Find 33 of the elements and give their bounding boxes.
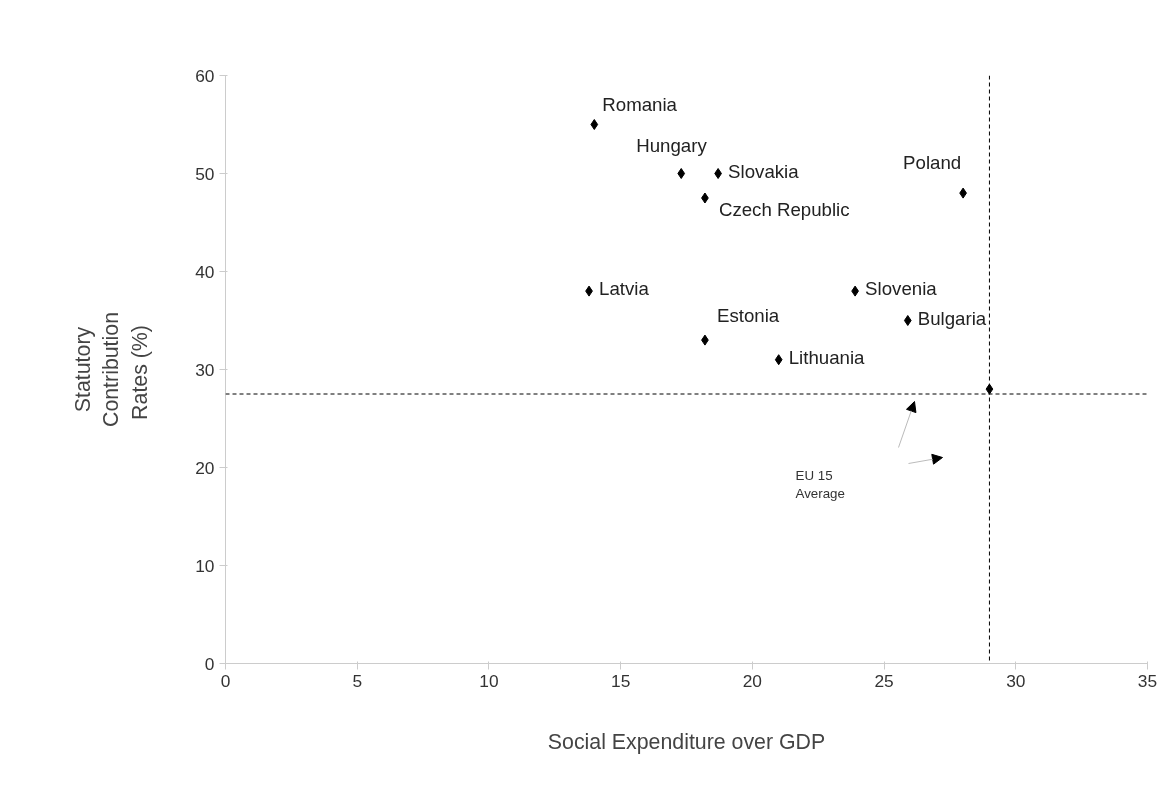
y-tick-label: 40 xyxy=(195,261,215,282)
x-tick-label: 25 xyxy=(874,670,894,691)
x-axis-title: Social Expenditure over GDP xyxy=(547,729,826,754)
point xyxy=(590,119,599,130)
y-tick-label: 50 xyxy=(195,163,215,184)
annotation: EU 15 Average xyxy=(795,467,845,501)
x-tick-label: 15 xyxy=(611,670,631,691)
annotation: Czech Republic xyxy=(718,199,850,220)
point xyxy=(903,315,912,326)
y-tick-label: 0 xyxy=(204,653,215,674)
x-tick-label: 0 xyxy=(220,670,231,691)
point xyxy=(774,354,783,366)
annotation: Latvia xyxy=(599,278,650,300)
y-axis-title: Statutory Contribution Rates (%) xyxy=(70,311,153,427)
y-tick-label: 30 xyxy=(195,359,215,380)
annotation: Romania xyxy=(602,93,678,115)
y-tick-label: 60 xyxy=(195,65,215,86)
x-tick-label: 10 xyxy=(479,670,499,691)
annotation: Slovakia xyxy=(728,160,800,182)
point xyxy=(714,168,722,179)
x-tick-label: 20 xyxy=(742,670,762,691)
annotation: Hungary xyxy=(636,134,708,156)
annotation: Estonia xyxy=(716,305,780,327)
x-tick-label: 5 xyxy=(352,670,363,691)
annotation: Slovenia xyxy=(865,278,938,300)
y-tick-label: 10 xyxy=(195,555,215,576)
annotation: Bulgaria xyxy=(917,307,987,329)
x-tick-label: 35 xyxy=(1137,670,1158,691)
x-tick-label: 30 xyxy=(1006,670,1026,691)
annotation: Lithuania xyxy=(788,346,866,368)
y-tick-label: 20 xyxy=(195,457,215,478)
annotation: Poland xyxy=(903,152,962,174)
point xyxy=(677,168,686,179)
